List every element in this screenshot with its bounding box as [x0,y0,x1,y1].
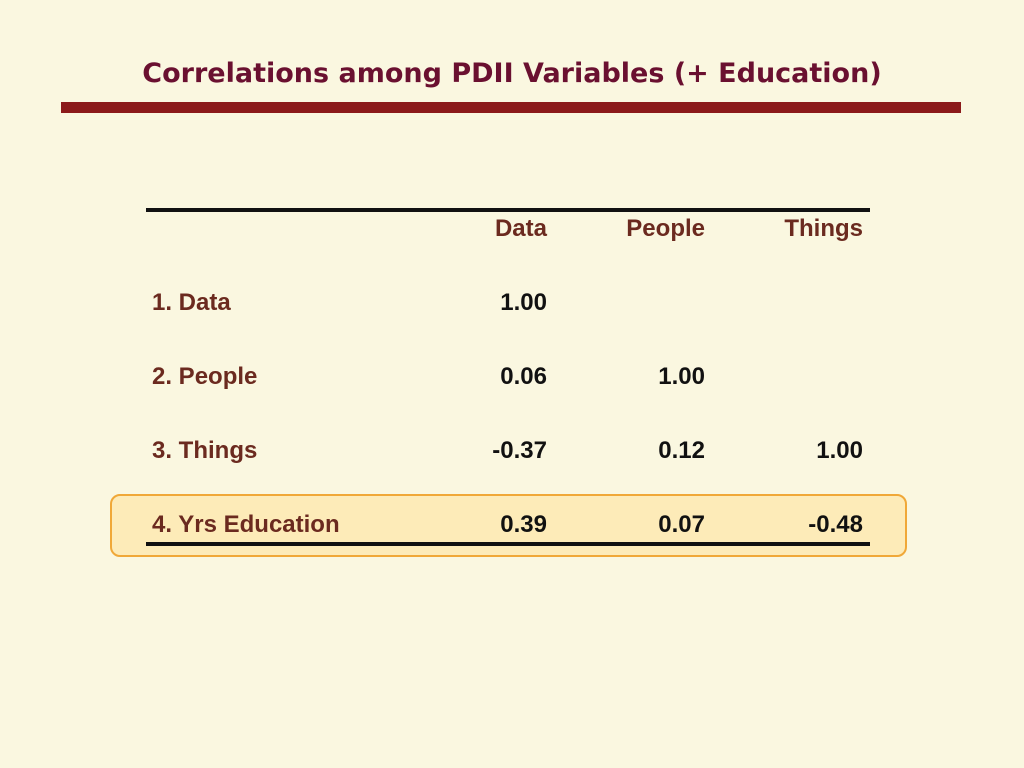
cell-education-things: -0.48 [808,511,863,538]
row-label-things: 3. Things [152,437,258,464]
cell-things-people: 0.12 [658,437,705,464]
cell-things-things: 1.00 [816,437,863,464]
title-underline [61,102,961,113]
column-header-people: People [626,215,705,242]
cell-people-people: 1.00 [658,363,705,390]
education-row-highlight [110,494,907,557]
cell-education-data: 0.39 [500,511,547,538]
column-header-data: Data [494,215,547,242]
row-label-data: 1. Data [152,289,231,316]
cell-things-data: -0.37 [492,437,547,464]
row-label-people: 2. People [152,363,258,390]
cell-people-data: 0.06 [500,363,547,390]
column-header-things: Things [784,215,863,242]
slide-title: Correlations among PDII Variables (+ Edu… [142,58,882,89]
cell-education-people: 0.07 [658,511,705,538]
cell-data-data: 1.00 [500,289,547,316]
row-label-yrs-education: 4. Yrs Education [152,511,340,538]
table-top-rule [146,208,870,212]
table-bottom-rule [146,542,870,546]
